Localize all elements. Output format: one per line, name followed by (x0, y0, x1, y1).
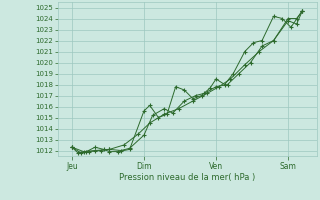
X-axis label: Pression niveau de la mer( hPa ): Pression niveau de la mer( hPa ) (119, 173, 255, 182)
